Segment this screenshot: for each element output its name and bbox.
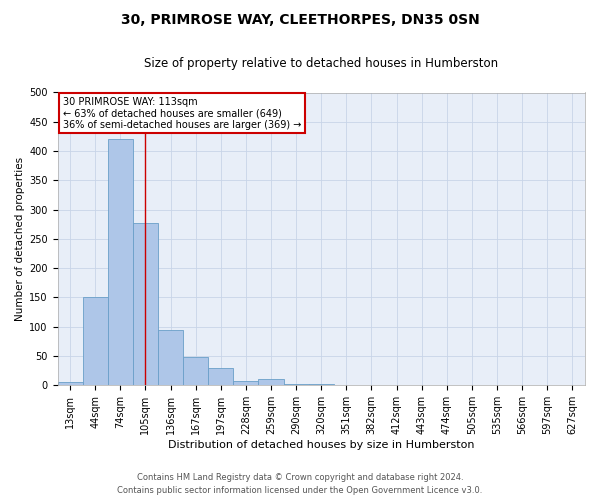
Bar	[259, 380, 284, 386]
Bar	[58, 382, 83, 386]
Y-axis label: Number of detached properties: Number of detached properties	[15, 157, 25, 321]
Bar	[83, 298, 108, 386]
Bar	[133, 222, 158, 386]
Text: 30 PRIMROSE WAY: 113sqm
← 63% of detached houses are smaller (649)
36% of semi-d: 30 PRIMROSE WAY: 113sqm ← 63% of detache…	[63, 97, 301, 130]
Bar	[108, 140, 133, 386]
Text: Contains HM Land Registry data © Crown copyright and database right 2024.
Contai: Contains HM Land Registry data © Crown c…	[118, 473, 482, 495]
Text: 30, PRIMROSE WAY, CLEETHORPES, DN35 0SN: 30, PRIMROSE WAY, CLEETHORPES, DN35 0SN	[121, 12, 479, 26]
Bar	[208, 368, 233, 386]
Title: Size of property relative to detached houses in Humberston: Size of property relative to detached ho…	[144, 58, 499, 70]
Bar	[183, 357, 208, 386]
X-axis label: Distribution of detached houses by size in Humberston: Distribution of detached houses by size …	[168, 440, 475, 450]
Bar	[233, 381, 259, 386]
Bar	[284, 384, 308, 386]
Bar	[308, 384, 334, 386]
Bar	[158, 330, 183, 386]
